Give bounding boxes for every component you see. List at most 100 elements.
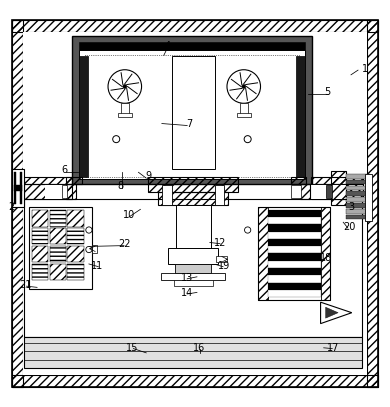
Circle shape	[244, 136, 251, 143]
Bar	[67, 210, 84, 227]
Bar	[72, 36, 312, 184]
Polygon shape	[321, 302, 352, 324]
Bar	[268, 210, 321, 217]
Bar	[50, 245, 66, 263]
Bar	[296, 56, 305, 177]
Bar	[29, 207, 92, 289]
Bar	[311, 184, 346, 199]
Bar	[175, 264, 211, 273]
Bar	[62, 185, 67, 198]
Bar	[311, 184, 363, 199]
Bar	[67, 228, 84, 245]
Bar	[32, 228, 48, 245]
Bar	[346, 203, 370, 208]
Text: 16: 16	[193, 343, 205, 353]
Text: 20: 20	[343, 222, 355, 232]
Text: 7: 7	[186, 118, 192, 129]
Circle shape	[86, 246, 92, 253]
Bar	[12, 169, 24, 207]
Bar	[32, 245, 48, 263]
Circle shape	[245, 227, 251, 233]
Bar	[346, 180, 370, 184]
Bar	[215, 185, 224, 205]
Circle shape	[242, 85, 246, 88]
Text: 18: 18	[319, 253, 332, 263]
Bar	[66, 184, 76, 199]
Bar	[311, 177, 363, 184]
Bar	[268, 224, 321, 232]
Bar	[268, 268, 321, 275]
Bar	[168, 248, 218, 264]
Bar	[346, 174, 370, 179]
Text: 17: 17	[327, 343, 340, 353]
Bar	[367, 20, 378, 387]
Bar	[148, 177, 238, 192]
Circle shape	[108, 70, 142, 103]
Bar	[240, 103, 248, 115]
Bar	[331, 171, 346, 205]
Bar	[50, 228, 66, 245]
Bar	[268, 282, 321, 290]
Bar	[346, 215, 370, 219]
Bar	[268, 261, 321, 268]
Bar	[45, 184, 66, 199]
Circle shape	[86, 227, 92, 233]
Bar	[300, 184, 310, 199]
Text: 2: 2	[9, 202, 15, 212]
Text: 4: 4	[165, 41, 171, 50]
Bar	[365, 174, 372, 221]
Bar	[291, 177, 306, 184]
Bar	[20, 172, 22, 204]
Bar	[50, 264, 66, 280]
Bar	[79, 42, 305, 50]
Bar	[172, 56, 214, 169]
Bar	[12, 20, 378, 32]
Bar	[321, 207, 330, 300]
Bar	[161, 273, 225, 280]
Bar	[118, 114, 132, 117]
Text: 14: 14	[181, 288, 193, 298]
Text: 8: 8	[118, 181, 124, 191]
Circle shape	[123, 85, 127, 88]
Text: 9: 9	[145, 171, 151, 181]
Bar	[326, 185, 332, 198]
Text: 10: 10	[122, 210, 135, 220]
Text: 6: 6	[61, 165, 67, 175]
Bar	[268, 217, 321, 224]
Text: 22: 22	[119, 239, 131, 249]
Bar	[12, 375, 378, 387]
Text: 13: 13	[181, 273, 193, 282]
Bar	[346, 186, 370, 190]
Bar	[176, 206, 211, 248]
Text: 19: 19	[218, 261, 230, 271]
Bar	[14, 172, 16, 204]
Bar	[32, 210, 48, 227]
Bar	[66, 177, 82, 184]
Circle shape	[227, 70, 261, 103]
Bar	[174, 280, 213, 286]
Bar	[268, 275, 321, 282]
Text: 15: 15	[126, 343, 139, 353]
Bar	[268, 290, 321, 297]
Bar	[79, 56, 88, 177]
Bar	[23, 32, 367, 375]
Bar	[92, 245, 97, 254]
Text: 3: 3	[348, 202, 354, 212]
Bar	[67, 264, 84, 280]
Bar	[50, 210, 66, 227]
Bar	[85, 55, 299, 177]
Bar	[12, 20, 23, 387]
Bar	[24, 184, 72, 199]
Bar	[268, 232, 321, 239]
Bar	[268, 246, 321, 254]
Bar	[268, 239, 321, 246]
Bar	[346, 209, 370, 214]
Bar	[121, 103, 129, 115]
Text: 5: 5	[324, 88, 331, 97]
Bar	[237, 114, 251, 117]
Bar	[158, 192, 228, 206]
Bar	[67, 245, 84, 263]
Bar	[216, 256, 227, 263]
Bar	[14, 185, 22, 191]
Bar	[291, 185, 301, 198]
